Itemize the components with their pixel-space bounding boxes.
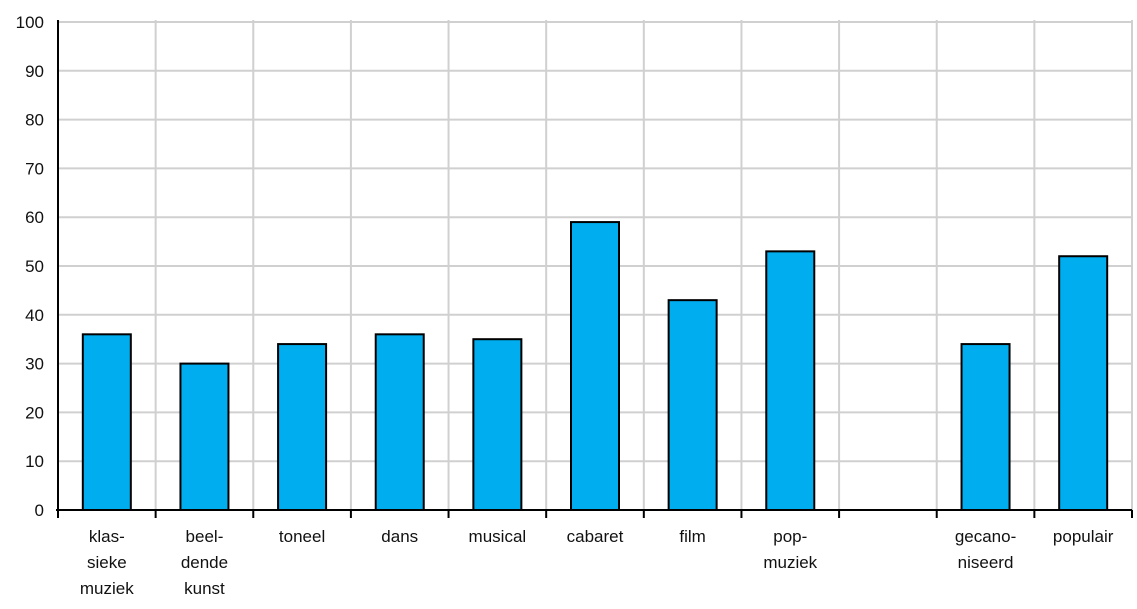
x-tick-label: populair [1053, 527, 1114, 546]
x-tick-label: musical [469, 527, 527, 546]
y-tick-label: 50 [25, 257, 44, 276]
bar [1058, 255, 1109, 511]
x-tick-label: cabaret [567, 527, 624, 546]
x-tick-label: gecano- [955, 527, 1016, 546]
y-tick-label: 100 [16, 13, 44, 32]
bar [667, 299, 718, 511]
x-tick-label: dans [381, 527, 418, 546]
x-tick-label: muziek [763, 553, 817, 572]
x-tick-label: pop- [773, 527, 807, 546]
x-tick-label: klas- [89, 527, 125, 546]
x-tick-label: film [679, 527, 705, 546]
x-tick-label: kunst [184, 579, 225, 598]
axes [56, 20, 1133, 518]
x-tick-label: dende [181, 553, 228, 572]
y-tick-labels: 0 10 20 30 40 50 60 70 80 90 100 [16, 13, 44, 520]
bar [179, 362, 230, 511]
y-tick-label: 30 [25, 355, 44, 374]
x-tick-label: sieke [87, 553, 127, 572]
bar [374, 333, 425, 511]
y-tick-label: 40 [25, 306, 44, 325]
bar [765, 250, 816, 512]
y-tick-label: 80 [25, 111, 44, 130]
bar [81, 333, 132, 511]
bar [277, 343, 328, 511]
x-tick-labels: klas-sieke muziek beel-dende kunst toneel dan… [80, 527, 1114, 598]
bars [81, 221, 1109, 512]
bar [570, 221, 620, 512]
y-tick-label: 10 [25, 452, 44, 471]
x-tick-label: toneel [279, 527, 325, 546]
x-tick-label: niseerd [958, 553, 1014, 572]
y-tick-label: 20 [25, 403, 44, 422]
x-tick-label: beel- [186, 527, 224, 546]
bar [960, 343, 1011, 511]
y-tick-label: 0 [35, 501, 44, 520]
y-tick-label: 70 [25, 159, 44, 178]
y-tick-label: 60 [25, 208, 44, 227]
y-tick-label: 90 [25, 62, 44, 81]
bar [472, 338, 523, 512]
x-tick-label: muziek [80, 579, 134, 598]
